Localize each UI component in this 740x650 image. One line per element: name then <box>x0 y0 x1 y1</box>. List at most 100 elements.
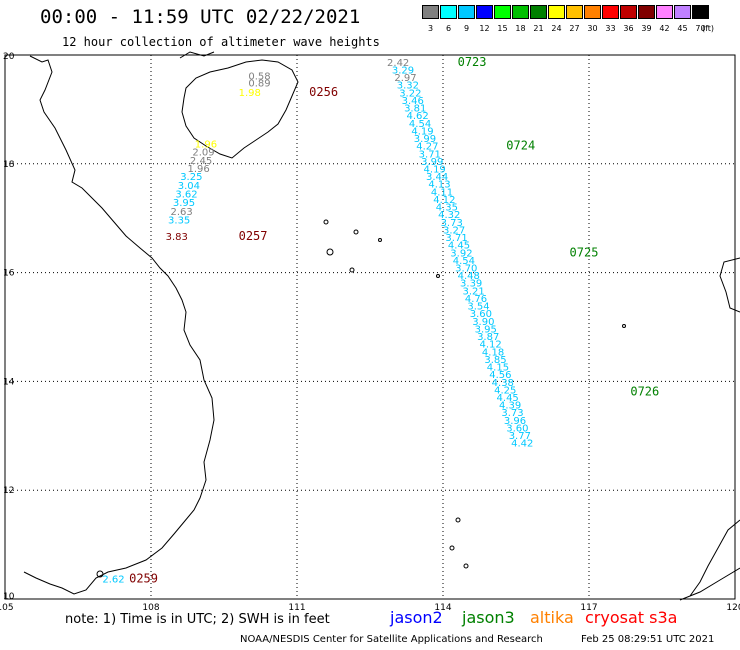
wave-height-label: 4.25 <box>494 385 516 396</box>
wave-height-label: 3.32 <box>397 81 419 92</box>
island <box>349 267 355 273</box>
wave-height-label: 3.71 <box>445 233 467 244</box>
coastline-vietnam <box>23 55 215 595</box>
wave-height-label: 3.70 <box>455 264 477 275</box>
lon-tick-label: 111 <box>288 603 305 613</box>
wave-height-label: 3.46 <box>402 96 424 107</box>
island <box>323 219 329 225</box>
lat-tick-label: 14 <box>3 377 15 387</box>
legend-label-9: 9 <box>463 24 470 33</box>
island <box>353 229 359 235</box>
wave-height-label: 4.18 <box>482 347 504 358</box>
island <box>326 248 334 256</box>
lat-tick-label: 10 <box>3 592 15 602</box>
wave-height-label: 2.42 <box>387 58 409 69</box>
wave-height-label: 3.83 <box>166 232 188 243</box>
pass-time-label: 0724 <box>506 139 535 153</box>
legend-label-12: 12 <box>479 24 490 33</box>
wave-height-label: 4.12 <box>480 340 502 351</box>
wave-height-label: 3.73 <box>501 408 523 419</box>
wave-height-label: 3.25 <box>180 172 202 183</box>
legend-label-15: 15 <box>497 24 508 33</box>
wave-height-label: 2.09 <box>192 148 214 159</box>
wave-height-label: 4.39 <box>499 401 521 412</box>
legend-swatch-70 <box>692 5 709 19</box>
wave-height-label: 3.99 <box>414 134 436 145</box>
legend-swatch-36 <box>620 5 637 19</box>
wave-height-label: 4.27 <box>416 142 438 153</box>
pass-time-label: 0257 <box>239 229 268 243</box>
lon-tick-label: 114 <box>434 603 451 613</box>
island <box>455 517 461 523</box>
pass-time-label: 0725 <box>570 245 599 259</box>
wave-height-label: 4.56 <box>489 370 511 381</box>
legend-swatch-15 <box>494 5 511 19</box>
lat-tick-label: 20 <box>3 52 15 62</box>
lon-tick-label: 117 <box>580 603 597 613</box>
legend-unit: (ft) <box>702 24 715 33</box>
wave-height-label: 4.32 <box>438 210 460 221</box>
wave-height-label: 4.45 <box>448 241 470 252</box>
wave-height-label: 2.63 <box>170 207 192 218</box>
legend-label-36: 36 <box>623 24 634 33</box>
legend-swatch-45 <box>674 5 691 19</box>
wave-height-label: 4.19 <box>411 126 433 137</box>
coastline-hainan <box>181 59 299 159</box>
legend-label-39: 39 <box>641 24 652 33</box>
wave-height-label: 3.85 <box>484 355 506 366</box>
legend-label-18: 18 <box>515 24 526 33</box>
wave-height-label: 1.96 <box>188 164 210 175</box>
pass-time-label: 0256 <box>309 85 338 99</box>
wave-height-label: 4.42 <box>511 439 533 450</box>
wave-height-label: 3.27 <box>443 225 465 236</box>
wave-height-label: 3.39 <box>460 279 482 290</box>
legend-swatch-3 <box>422 5 439 19</box>
wave-height-label: 3.90 <box>472 317 494 328</box>
footer-note: note: 1) Time is in UTC; 2) SWH is in fe… <box>65 612 330 627</box>
wave-height-label: 3.95 <box>173 198 195 209</box>
legend-label-21: 21 <box>533 24 544 33</box>
lat-tick-label: 12 <box>3 486 14 496</box>
wave-height-label: 4.76 <box>465 294 487 305</box>
legend-swatch-6 <box>440 5 457 19</box>
legend-swatch-27 <box>566 5 583 19</box>
wave-height-label: 4.54 <box>453 256 475 267</box>
pass-time-label: 0723 <box>458 55 487 69</box>
wave-height-label: 2.97 <box>394 73 416 84</box>
page-subtitle: 12 hour collection of altimeter wave hei… <box>62 35 380 49</box>
legend-swatch-24 <box>548 5 565 19</box>
wave-height-label: 4.13 <box>428 180 450 191</box>
legend-label-42: 42 <box>659 24 670 33</box>
wave-height-label: 4.48 <box>458 271 480 282</box>
legend-label-30: 30 <box>587 24 598 33</box>
wave-height-label: 4.35 <box>436 203 458 214</box>
pass-time-label: 0726 <box>630 385 659 399</box>
wave-height-label: 3.96 <box>504 416 526 427</box>
credit-text: NOAA/NESDIS Center for Satellite Applica… <box>240 634 543 645</box>
wave-height-label: 3.81 <box>404 104 426 115</box>
lon-tick-label: 120 <box>726 603 740 613</box>
wave-height-label: 4.62 <box>407 111 429 122</box>
legend-swatch-39 <box>638 5 655 19</box>
island <box>378 238 382 242</box>
wave-height-label: 3.87 <box>477 332 499 343</box>
legend-label-33: 33 <box>605 24 616 33</box>
wave-height-label: 3.35 <box>168 216 190 227</box>
lat-tick-label: 18 <box>3 160 15 170</box>
wave-height-label: 3.54 <box>467 302 489 313</box>
sat-label-jason2: jason2 <box>390 608 443 627</box>
wave-height-label: 3.73 <box>441 218 463 229</box>
legend-swatch-33 <box>602 5 619 19</box>
wave-height-label: 4.12 <box>433 195 455 206</box>
island <box>436 274 440 278</box>
wave-height-label: 3.77 <box>509 431 531 442</box>
wave-height-label: 4.11 <box>431 187 453 198</box>
legend-label-24: 24 <box>551 24 562 33</box>
lon-tick-label: 105 <box>0 603 14 613</box>
island <box>96 570 104 578</box>
wave-height-label: 4.19 <box>424 165 446 176</box>
wave-height-label: 2.62 <box>102 575 124 586</box>
legend-swatch-21 <box>530 5 547 19</box>
wave-height-label: 3.99 <box>421 157 443 168</box>
